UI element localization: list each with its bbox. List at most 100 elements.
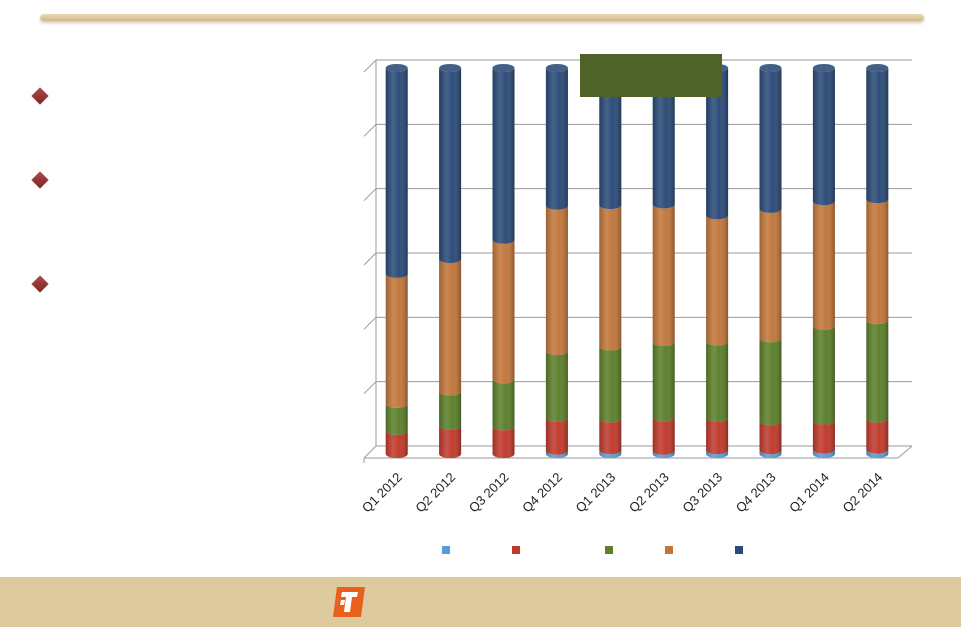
bar-cap: [439, 64, 462, 72]
bar-cap: [866, 64, 889, 72]
header-rule: [40, 14, 924, 21]
bar-stack: [866, 64, 889, 458]
bar-segment-shade: [599, 68, 622, 210]
bar-segment-shade: [866, 418, 889, 454]
footer-bar: [0, 577, 961, 627]
bar-cap: [492, 64, 515, 72]
bar-segment-shade: [439, 391, 462, 430]
bar-stack: [599, 64, 622, 458]
x-tick-label: Q4 2013: [733, 470, 779, 516]
bar-segment-shade: [652, 417, 675, 455]
bar-cap: [385, 64, 408, 72]
bar-segment-shade: [385, 403, 408, 435]
legend-swatch: [735, 546, 743, 554]
bar-segment-shade: [439, 259, 462, 396]
x-tick-label: Q3 2012: [466, 470, 512, 516]
x-axis-depth: [897, 445, 913, 459]
legend-swatch: [442, 546, 450, 554]
bar-segment-shade: [812, 201, 835, 330]
bar-cap-highlight: [439, 64, 462, 72]
bar-segment-shade: [652, 450, 675, 458]
bar-segment-shade: [492, 426, 515, 458]
bar-segment-shade: [652, 204, 675, 347]
bar-segment-shade: [706, 215, 729, 346]
bar-stack: [439, 64, 462, 458]
legend-entry: [735, 546, 743, 554]
bar-segment-shade: [492, 239, 515, 384]
bar-segment-shade: [492, 379, 515, 431]
legend-swatch: [605, 546, 613, 554]
x-tick-label: Q2 2013: [626, 470, 672, 516]
legend-entry: [665, 546, 673, 554]
bar-segment-shade: [439, 425, 462, 458]
bar-segment-shade: [812, 68, 835, 206]
bar-stack: [545, 64, 568, 458]
gridline-depth: [363, 445, 377, 459]
bar-segment-shade: [866, 449, 889, 458]
bar-segment-shade: [439, 68, 462, 264]
bar-segment-shade: [706, 341, 729, 422]
x-tick-label: Q1 2014: [786, 470, 832, 516]
legend-swatch: [665, 546, 673, 554]
bar-segment-shade: [759, 68, 782, 213]
bar-cap: [812, 64, 835, 72]
bar-segment-shade: [599, 418, 622, 455]
bar-stack: [492, 64, 515, 458]
bar-cap-highlight: [545, 64, 568, 72]
legend-swatch: [512, 546, 520, 554]
bar-segment-shade: [812, 325, 835, 425]
bar-segment-shade: [866, 320, 889, 423]
bar-segment-shade: [812, 420, 835, 454]
bar-segment-shade: [599, 205, 622, 351]
bar-segment-shade: [599, 346, 622, 423]
x-tick-label: Q1 2013: [573, 470, 619, 516]
bar-stack: [759, 64, 782, 458]
bar-segment-shade: [759, 338, 782, 426]
x-tick-label: Q3 2013: [679, 470, 725, 516]
legend-entry: [605, 546, 613, 554]
gridline-depth: [363, 381, 377, 395]
company-logo-icon: [333, 587, 365, 617]
bar-segment-shade: [545, 417, 568, 455]
bar-cap-highlight: [812, 64, 835, 72]
x-tick-label: Q4 2012: [519, 470, 565, 516]
bar-segment-shade: [385, 68, 408, 278]
bar-stack: [812, 64, 835, 458]
bar-cap-highlight: [866, 64, 889, 72]
bar-segment-shade: [706, 450, 729, 458]
stacked-bar-chart: Q1 2012 Q2 2012 Q3 2012 Q4 2012 Q1 2013 Q2 20…: [359, 54, 913, 554]
gridline-depth: [363, 316, 377, 330]
chart-canvas: Q1 2012 Q2 2012 Q3 2012 Q4 2012 Q1 2013 Q2 20…: [359, 54, 913, 554]
bar-segment-shade: [706, 68, 729, 220]
bar-segment-shade: [652, 342, 675, 422]
bar-segment-shade: [385, 273, 408, 408]
legend-entry: [442, 546, 450, 554]
bar-stack: [706, 64, 729, 458]
bar-segment-shade: [706, 417, 729, 455]
bar-segment-shade: [599, 450, 622, 458]
bar-stack: [652, 64, 675, 458]
bar-segment-shade: [652, 68, 675, 209]
bar-segment-shade: [866, 68, 889, 204]
x-tick-label: Q1 2012: [359, 470, 405, 516]
bar-segment-shade: [759, 208, 782, 343]
bar-cap-highlight: [759, 64, 782, 72]
bar-cap: [545, 64, 568, 72]
bar-segment-shade: [492, 68, 515, 244]
x-tick-label: Q2 2012: [412, 470, 458, 516]
bar-segment-shade: [545, 205, 568, 356]
bar-segment-shade: [545, 450, 568, 458]
gridline-depth: [363, 252, 377, 266]
bar-segment-shade: [759, 450, 782, 458]
bar-cap-highlight: [385, 64, 408, 72]
gridline-depth: [363, 188, 377, 202]
gridline-depth: [363, 123, 377, 137]
x-tick-label: Q2 2014: [840, 470, 886, 516]
legend-entry: [512, 546, 520, 554]
bar-segment-shade: [759, 421, 782, 455]
bar-segment-shade: [385, 430, 408, 458]
bar-segment-shade: [866, 199, 889, 325]
chart-title-box: [580, 54, 722, 97]
bar-cap-highlight: [492, 64, 515, 72]
gridline-depth: [363, 59, 377, 73]
